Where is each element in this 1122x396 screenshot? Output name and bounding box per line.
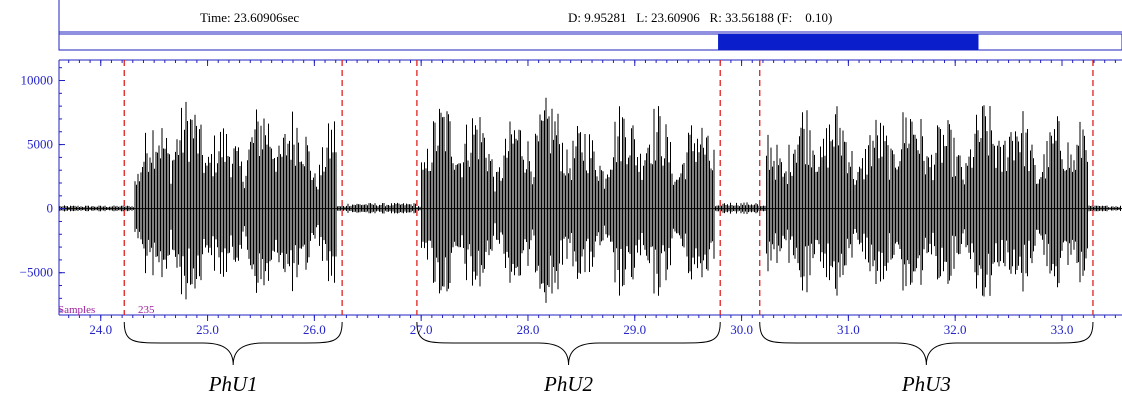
x-tick-label: 33.0: [1051, 322, 1074, 337]
samples-label: Samples: [58, 304, 95, 316]
y-tick-label: 0: [47, 201, 54, 216]
x-tick-label: 25.0: [196, 322, 219, 337]
unit-boundaries: [123, 60, 1094, 315]
unit-brace: [759, 321, 1094, 366]
y-tick-label: 10000: [21, 73, 54, 88]
x-tick-label: 24.0: [89, 322, 112, 337]
x-tick-label: 28.0: [517, 322, 540, 337]
y-axis: 10000 5000 0 −5000: [20, 67, 65, 312]
range-readout: D: 9.95281 L: 23.60906 R: 33.56188 (F: 0…: [568, 10, 833, 25]
x-tick-label: 31.0: [837, 322, 860, 337]
samples-value: 235: [138, 304, 155, 316]
header-bar: Time: 23.60906sec D: 9.95281 L: 23.60906…: [0, 0, 1122, 30]
overview-selection[interactable]: [718, 34, 979, 50]
unit-brace: [123, 321, 343, 366]
x-axis: 24.0 25.0 26.0 27.0 28.0 29.0 30.0 31.0 32.0 33.0: [68, 315, 1116, 337]
top-ticks: [68, 60, 1116, 66]
unit-label: PhU1: [208, 372, 258, 396]
x-tick-label: 32.0: [944, 322, 967, 337]
time-readout: Time: 23.60906sec: [200, 10, 300, 25]
unit-label: PhU3: [901, 372, 951, 396]
x-tick-label: 29.0: [623, 322, 646, 337]
x-tick-label: 26.0: [303, 322, 326, 337]
unit-brace: [416, 321, 721, 366]
y-tick-label: 5000: [27, 137, 53, 152]
waveform-plot[interactable]: 10000 5000 0 −5000 24.0 25.0 26.0 27.0 28.0 29.0…: [20, 59, 1122, 337]
unit-label: PhU2: [543, 372, 593, 396]
phrase-units: PhU1 PhU2 PhU3: [123, 321, 1094, 396]
y-tick-label: −5000: [20, 265, 53, 280]
x-tick-label: 27.0: [410, 322, 433, 337]
x-tick-label: 30.0: [730, 322, 753, 337]
overview-scrollbar[interactable]: [58, 33, 1122, 51]
